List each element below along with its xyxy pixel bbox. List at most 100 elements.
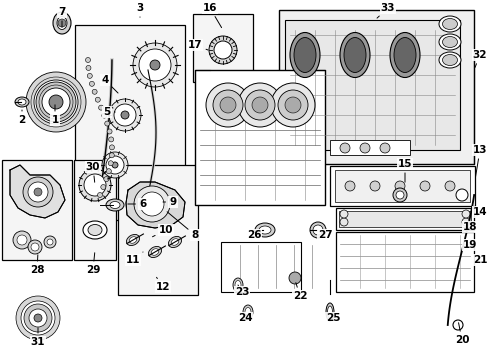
Bar	[338, 211, 470, 227]
Circle shape	[85, 58, 90, 63]
Circle shape	[133, 43, 177, 87]
Circle shape	[461, 210, 469, 218]
Ellipse shape	[106, 199, 124, 211]
Circle shape	[47, 239, 53, 245]
Ellipse shape	[53, 12, 71, 34]
Text: 28: 28	[30, 255, 44, 275]
Circle shape	[392, 188, 406, 202]
Ellipse shape	[289, 32, 319, 77]
Circle shape	[220, 97, 236, 113]
Bar	[193, 14, 252, 82]
Text: 1: 1	[51, 105, 59, 125]
Text: 9: 9	[163, 197, 176, 207]
Circle shape	[288, 272, 301, 284]
Text: 19: 19	[462, 240, 476, 250]
Text: 18: 18	[462, 222, 476, 232]
Bar	[335, 232, 473, 292]
Circle shape	[109, 99, 141, 131]
Circle shape	[208, 36, 237, 64]
Bar	[2, 160, 72, 260]
Circle shape	[369, 181, 379, 191]
Text: 4: 4	[101, 75, 118, 93]
Circle shape	[79, 169, 111, 201]
Text: 6: 6	[127, 199, 146, 209]
Ellipse shape	[126, 234, 139, 246]
Text: 20: 20	[454, 323, 468, 345]
Bar	[334, 170, 469, 202]
Circle shape	[29, 309, 47, 327]
Polygon shape	[10, 165, 65, 218]
Ellipse shape	[232, 278, 243, 292]
Circle shape	[108, 137, 113, 142]
Circle shape	[339, 218, 347, 226]
Circle shape	[89, 81, 94, 86]
Circle shape	[140, 192, 163, 216]
Circle shape	[109, 145, 114, 150]
Circle shape	[102, 113, 106, 118]
Ellipse shape	[389, 32, 419, 77]
Text: 17: 17	[187, 40, 207, 50]
Text: 16: 16	[203, 3, 221, 28]
Circle shape	[97, 193, 102, 198]
Circle shape	[26, 72, 86, 132]
Ellipse shape	[88, 225, 102, 235]
Ellipse shape	[442, 54, 457, 66]
Polygon shape	[126, 182, 184, 228]
Text: 29: 29	[85, 253, 100, 275]
Text: 33: 33	[376, 3, 394, 18]
Circle shape	[42, 88, 70, 116]
Bar	[195, 70, 325, 205]
Text: 25: 25	[325, 313, 340, 323]
Circle shape	[95, 97, 100, 102]
Ellipse shape	[148, 247, 161, 257]
Circle shape	[359, 143, 369, 153]
Circle shape	[103, 177, 109, 181]
Text: 13: 13	[472, 145, 486, 177]
Circle shape	[419, 181, 429, 191]
Circle shape	[104, 121, 109, 126]
Ellipse shape	[438, 34, 460, 50]
Circle shape	[461, 218, 469, 226]
Circle shape	[31, 243, 39, 251]
Text: 2: 2	[19, 110, 25, 125]
Ellipse shape	[438, 16, 460, 32]
Text: 14: 14	[472, 207, 487, 217]
Circle shape	[23, 177, 53, 207]
Circle shape	[214, 41, 231, 59]
Text: 21: 21	[472, 255, 486, 265]
Text: 32: 32	[472, 50, 486, 67]
Circle shape	[345, 181, 354, 191]
Circle shape	[34, 188, 42, 196]
Bar	[118, 165, 198, 295]
Ellipse shape	[168, 237, 181, 248]
Ellipse shape	[442, 36, 457, 48]
Text: 23: 23	[234, 285, 249, 297]
Bar	[329, 166, 474, 206]
Ellipse shape	[83, 221, 107, 239]
Circle shape	[394, 181, 404, 191]
Circle shape	[455, 189, 467, 201]
Circle shape	[238, 83, 282, 127]
Text: 15: 15	[397, 159, 411, 182]
Ellipse shape	[15, 97, 29, 107]
Ellipse shape	[18, 99, 26, 105]
Circle shape	[112, 162, 118, 168]
Ellipse shape	[339, 32, 369, 77]
Text: 30: 30	[85, 162, 100, 182]
Circle shape	[34, 80, 78, 124]
Ellipse shape	[235, 280, 241, 289]
Circle shape	[24, 304, 52, 332]
Ellipse shape	[259, 226, 270, 234]
Circle shape	[49, 95, 63, 109]
Ellipse shape	[171, 239, 179, 245]
Text: 22: 22	[292, 283, 306, 301]
Ellipse shape	[243, 305, 252, 319]
Circle shape	[278, 90, 307, 120]
Circle shape	[339, 143, 349, 153]
Circle shape	[270, 83, 314, 127]
Circle shape	[150, 60, 160, 70]
Circle shape	[17, 235, 27, 245]
Ellipse shape	[343, 37, 365, 72]
Circle shape	[339, 210, 347, 218]
Text: 27: 27	[317, 230, 332, 240]
